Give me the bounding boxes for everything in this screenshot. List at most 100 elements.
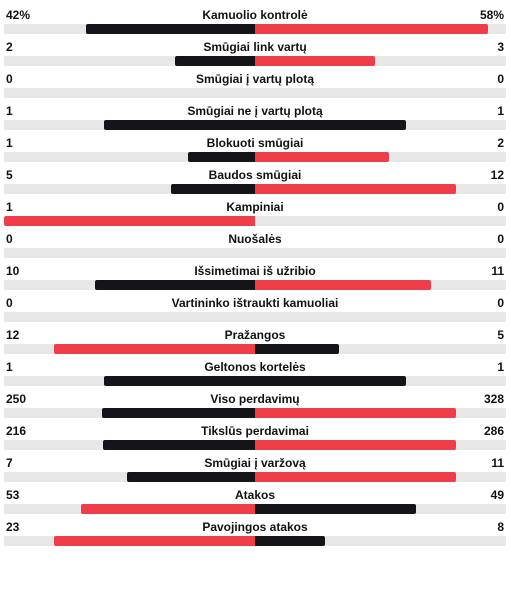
stat-left-value: 1 — [6, 200, 13, 214]
stat-header: 216 286 — [4, 424, 506, 438]
stat-right-value: 1 — [497, 104, 504, 118]
stat-left-value: 216 — [6, 424, 26, 438]
stat-bar-left — [95, 280, 255, 290]
stat-bar-left — [104, 376, 255, 386]
stat-bar-track — [4, 536, 506, 546]
stat-left-value: 23 — [6, 520, 19, 534]
stat-left-value: 7 — [6, 456, 13, 470]
stat-header: 23 — [4, 40, 506, 54]
stat-bar-track — [4, 280, 506, 290]
stat-bar-left — [103, 440, 255, 450]
stat-bar-right — [255, 536, 325, 546]
stat-header: 00 — [4, 232, 506, 246]
stat-row: Vartininko ištraukti kamuoliai00 — [4, 296, 506, 322]
stat-row: Kamuolio kontrolė42%58% — [4, 8, 506, 34]
stat-left-value: 1 — [6, 360, 13, 374]
stat-left-value: 10 — [6, 264, 19, 278]
stat-bar-right — [255, 472, 456, 482]
stat-right-value: 328 — [484, 392, 504, 406]
stat-bar-right — [255, 184, 456, 194]
stat-header: 10 — [4, 200, 506, 214]
stat-bar-right — [255, 152, 389, 162]
stat-bar-track — [4, 376, 506, 386]
stat-left-value: 250 — [6, 392, 26, 406]
stat-right-value: 1 — [497, 360, 504, 374]
stat-right-value: 5 — [497, 328, 504, 342]
stat-bar-track — [4, 472, 506, 482]
stat-right-value: 58% — [480, 8, 504, 22]
stat-row: Smūgiai ne į vartų plotą11 — [4, 104, 506, 130]
stat-left-value: 5 — [6, 168, 13, 182]
stat-right-value: 11 — [491, 456, 504, 470]
stat-left-value: 0 — [6, 296, 13, 310]
match-stats-panel: Kamuolio kontrolė42%58%Smūgiai link vart… — [4, 8, 506, 546]
stat-bar-track — [4, 88, 506, 98]
stat-header: 11 — [4, 104, 506, 118]
stat-bar-track — [4, 152, 506, 162]
stat-bar-track — [4, 312, 506, 322]
stat-row: Pražangos125 — [4, 328, 506, 354]
stat-header: 12 — [4, 136, 506, 150]
stat-bar-right — [255, 24, 488, 34]
stat-header: 00 — [4, 72, 506, 86]
stat-left-value: 42% — [6, 8, 30, 22]
stat-bar-track — [4, 184, 506, 194]
stat-header: 00 — [4, 296, 506, 310]
stat-bar-right — [255, 280, 431, 290]
stat-bar-left — [104, 120, 255, 130]
stat-header: 11 — [4, 360, 506, 374]
stat-bar-track — [4, 216, 506, 226]
stat-left-value: 0 — [6, 72, 13, 86]
stat-right-value: 8 — [497, 520, 504, 534]
stat-row: Tikslūs perdavimai216286 — [4, 424, 506, 450]
stat-bar-right — [255, 504, 416, 514]
stat-bar-right — [255, 408, 456, 418]
stat-header: 42% 58% — [4, 8, 506, 22]
stat-header: 23 8 — [4, 520, 506, 534]
stat-right-value: 286 — [484, 424, 504, 438]
stat-left-value: 0 — [6, 232, 13, 246]
stat-bar-track — [4, 248, 506, 258]
stat-left-value: 1 — [6, 136, 13, 150]
stat-header: 7 11 — [4, 456, 506, 470]
stat-bar-track — [4, 440, 506, 450]
stat-bar-track — [4, 408, 506, 418]
stat-bar-left — [127, 472, 255, 482]
stat-left-value: 2 — [6, 40, 13, 54]
stat-bar-left — [175, 56, 255, 66]
stat-row: Smūgiai link vartų23 — [4, 40, 506, 66]
stat-bar-track — [4, 120, 506, 130]
stat-header: 5 12 — [4, 168, 506, 182]
stat-left-value: 53 — [6, 488, 19, 502]
stat-bar-right — [255, 344, 339, 354]
stat-right-value: 12 — [491, 168, 504, 182]
stat-right-value: 0 — [497, 72, 504, 86]
stat-row: Blokuoti smūgiai12 — [4, 136, 506, 162]
stat-right-value: 2 — [497, 136, 504, 150]
stat-row: Smūgiai į varžovą711 — [4, 456, 506, 482]
stat-bar-track — [4, 344, 506, 354]
stat-bar-left — [54, 536, 255, 546]
stat-row: Pavojingos atakos238 — [4, 520, 506, 546]
stat-header: 53 49 — [4, 488, 506, 502]
stat-bar-track — [4, 24, 506, 34]
stat-row: Atakos5349 — [4, 488, 506, 514]
stat-bar-left — [188, 152, 255, 162]
stat-right-value: 0 — [497, 296, 504, 310]
stat-row: Geltonos kortelės11 — [4, 360, 506, 386]
stat-right-value: 0 — [497, 232, 504, 246]
stat-bar-left — [81, 504, 255, 514]
stat-header: 12 5 — [4, 328, 506, 342]
stat-bar-left — [54, 344, 255, 354]
stat-right-value: 49 — [491, 488, 504, 502]
stat-bar-track — [4, 56, 506, 66]
stat-bar-right — [255, 120, 406, 130]
stat-bar-right — [255, 440, 456, 450]
stat-header: 1011 — [4, 264, 506, 278]
stat-bar-left — [86, 24, 255, 34]
stat-left-value: 12 — [6, 328, 19, 342]
stat-bar-right — [255, 56, 375, 66]
stat-right-value: 3 — [497, 40, 504, 54]
stat-bar-left — [4, 216, 255, 226]
stat-row: Baudos smūgiai512 — [4, 168, 506, 194]
